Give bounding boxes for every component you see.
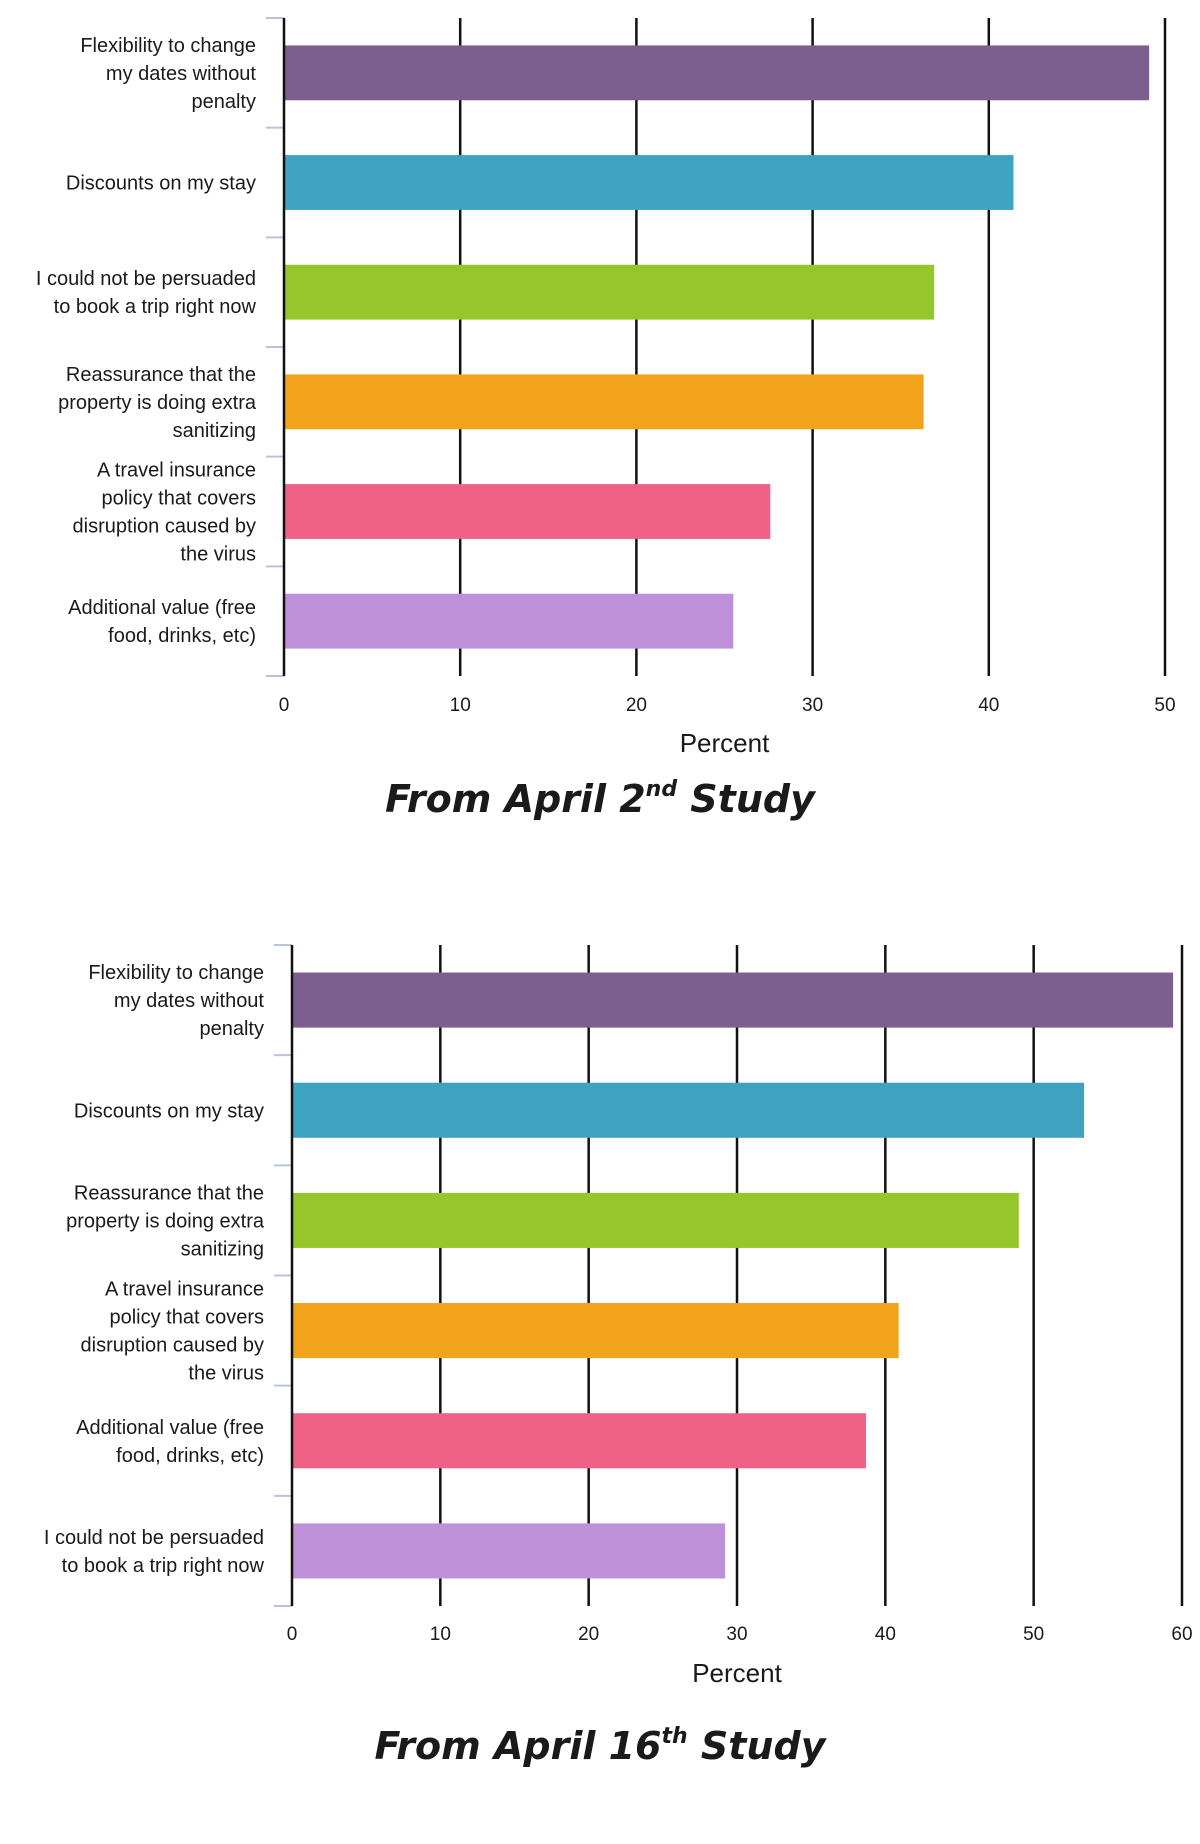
bar-0 bbox=[284, 45, 1150, 101]
category-label-3: Reassurance that the property is doing ex… bbox=[58, 364, 257, 442]
category-label-line: policy that covers bbox=[109, 1307, 264, 1329]
x-tick-label-0: 0 bbox=[287, 1624, 298, 1645]
bar-1 bbox=[284, 155, 1014, 210]
x-tick-label-20: 20 bbox=[626, 695, 647, 716]
bar-4 bbox=[284, 484, 771, 539]
category-label-line: food, drinks, etc) bbox=[108, 625, 256, 647]
bar-3 bbox=[292, 1303, 899, 1359]
category-label-5: Additional value (free food, drinks, etc) bbox=[68, 597, 256, 647]
category-label-5: I could not be persuaded to book a trip r… bbox=[44, 1527, 265, 1577]
category-label-line: sanitizing bbox=[173, 420, 256, 442]
x-tick-label-30: 30 bbox=[726, 1624, 747, 1645]
category-label-line: A travel insurance bbox=[105, 1279, 264, 1301]
x-tick-label-50: 50 bbox=[1154, 695, 1175, 716]
x-tick-label-20: 20 bbox=[578, 1624, 599, 1645]
category-label-2: Reassurance that the property is doing ex… bbox=[66, 1182, 265, 1260]
category-label-line: my dates without bbox=[106, 63, 257, 85]
category-label-line: Discounts on my stay bbox=[66, 173, 256, 195]
category-label-1: Discounts on my stay bbox=[74, 1100, 264, 1122]
category-label-3: A travel insurance policy that covers disr… bbox=[81, 1279, 264, 1385]
x-tick-label-60: 60 bbox=[1171, 1624, 1192, 1645]
category-label-line: penalty bbox=[192, 91, 257, 113]
category-label-line: disruption caused by bbox=[81, 1335, 264, 1357]
category-label-0: Flexibility to change my dates without pen… bbox=[80, 35, 256, 113]
x-tick-label-10: 10 bbox=[450, 695, 471, 716]
caption-superscript: nd bbox=[646, 777, 678, 802]
category-label-0: Flexibility to change my dates without pen… bbox=[88, 962, 264, 1040]
category-label-line: sanitizing bbox=[181, 1238, 264, 1260]
caption-superscript: th bbox=[661, 1724, 687, 1749]
bar-5 bbox=[292, 1523, 726, 1579]
category-label-line: my dates without bbox=[114, 990, 265, 1012]
category-label-line: Discounts on my stay bbox=[74, 1100, 264, 1122]
category-label-line: to book a trip right now bbox=[62, 1555, 265, 1577]
caption-suffix: Study bbox=[688, 1724, 828, 1768]
category-label-line: penalty bbox=[200, 1018, 265, 1040]
category-label-line: Reassurance that the bbox=[74, 1182, 264, 1204]
x-axis-title: Percent bbox=[692, 1658, 782, 1688]
bar-1 bbox=[292, 1082, 1085, 1138]
category-label-2: I could not be persuaded to book a trip r… bbox=[36, 268, 257, 318]
category-label-line: Flexibility to change bbox=[88, 962, 264, 984]
category-label-line: Additional value (free bbox=[68, 597, 256, 619]
x-axis-title: Percent bbox=[680, 728, 770, 758]
chart-caption: From April 2nd Study bbox=[385, 777, 817, 821]
category-label-4: A travel insurance policy that covers disr… bbox=[73, 460, 256, 566]
x-tick-label-40: 40 bbox=[875, 1624, 896, 1645]
caption-prefix: From April 16 bbox=[375, 1724, 662, 1768]
x-tick-label-30: 30 bbox=[802, 695, 823, 716]
category-label-line: property is doing extra bbox=[58, 392, 257, 414]
x-tick-label-0: 0 bbox=[279, 695, 290, 716]
bar-0 bbox=[292, 972, 1174, 1028]
category-label-line: I could not be persuaded bbox=[36, 268, 256, 290]
category-label-4: Additional value (free food, drinks, etc) bbox=[76, 1417, 264, 1467]
category-label-line: disruption caused by bbox=[73, 516, 256, 538]
chart-caption: From April 16th Study bbox=[375, 1724, 828, 1768]
bar-3 bbox=[284, 374, 924, 430]
bar-4 bbox=[292, 1413, 867, 1469]
chart-april-16: Flexibility to change my dates without pen… bbox=[44, 944, 1193, 1768]
category-label-line: I could not be persuaded bbox=[44, 1527, 264, 1549]
category-label-line: to book a trip right now bbox=[54, 296, 257, 318]
category-label-line: A travel insurance bbox=[97, 460, 256, 482]
chart-april-2: Flexibility to change my dates without pen… bbox=[36, 17, 1176, 821]
bar-2 bbox=[284, 264, 935, 320]
category-label-line: food, drinks, etc) bbox=[116, 1445, 264, 1467]
caption-prefix: From April 2 bbox=[385, 777, 646, 821]
category-label-line: Additional value (free bbox=[76, 1417, 264, 1439]
category-label-line: property is doing extra bbox=[66, 1210, 265, 1232]
category-label-line: Flexibility to change bbox=[80, 35, 256, 57]
caption-suffix: Study bbox=[677, 777, 817, 821]
x-tick-label-10: 10 bbox=[430, 1624, 451, 1645]
category-label-line: Reassurance that the bbox=[66, 364, 256, 386]
category-label-line: the virus bbox=[180, 544, 256, 566]
bar-2 bbox=[292, 1192, 1019, 1248]
x-tick-label-40: 40 bbox=[978, 695, 999, 716]
category-label-1: Discounts on my stay bbox=[66, 173, 256, 195]
bar-5 bbox=[284, 593, 734, 649]
category-label-line: policy that covers bbox=[101, 488, 256, 510]
x-tick-label-50: 50 bbox=[1023, 1624, 1044, 1645]
category-label-line: the virus bbox=[188, 1363, 264, 1385]
